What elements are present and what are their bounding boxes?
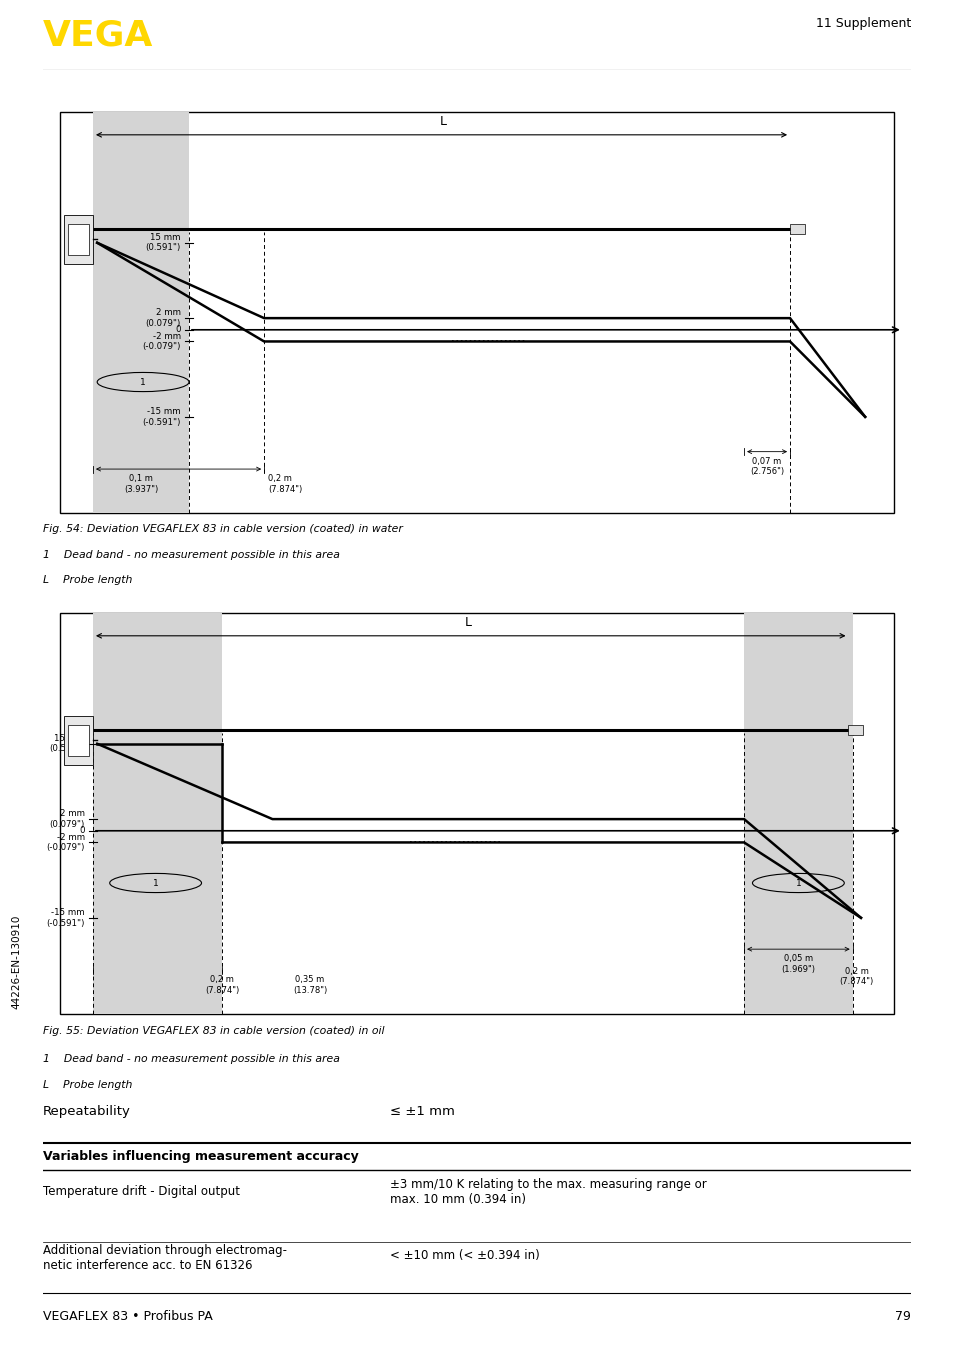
Text: 0: 0	[175, 325, 180, 334]
Bar	[743, 613, 852, 1014]
Text: Variables influencing measurement accuracy: Variables influencing measurement accura…	[43, 1150, 358, 1163]
Text: -15 mm
(-0.591"): -15 mm (-0.591")	[142, 408, 180, 427]
Text: ±3 mm/10 K relating to the max. measuring range or
max. 10 mm (0.394 in): ±3 mm/10 K relating to the max. measurin…	[390, 1178, 706, 1205]
Bar	[68, 223, 89, 255]
Text: ≤ ±1 mm: ≤ ±1 mm	[390, 1105, 455, 1118]
Text: 11 Supplement: 11 Supplement	[815, 16, 910, 30]
Text: 1    Dead band - no measurement possible in this area: 1 Dead band - no measurement possible in…	[43, 550, 339, 561]
Text: 79: 79	[894, 1309, 910, 1323]
Text: 0,2 m
(7.874"): 0,2 m (7.874")	[205, 975, 239, 995]
Bar	[847, 724, 862, 735]
Text: 0,07 m
(2.756"): 0,07 m (2.756")	[749, 456, 783, 477]
Text: VEGAFLEX 83 • Profibus PA: VEGAFLEX 83 • Profibus PA	[43, 1309, 213, 1323]
Text: Fig. 55: Deviation VEGAFLEX 83 in cable version (coated) in oil: Fig. 55: Deviation VEGAFLEX 83 in cable …	[43, 1026, 384, 1036]
Text: L    Probe length: L Probe length	[43, 575, 132, 585]
Text: 1    Dead band - no measurement possible in this area: 1 Dead band - no measurement possible in…	[43, 1053, 339, 1064]
Bar	[64, 716, 92, 765]
Bar	[789, 223, 804, 234]
Text: L    Probe length: L Probe length	[43, 1080, 132, 1090]
Text: 0,05 m
(1.969"): 0,05 m (1.969")	[781, 955, 815, 974]
Text: 0: 0	[79, 826, 85, 835]
Text: 1: 1	[140, 378, 146, 386]
Bar	[92, 613, 222, 1014]
Text: Additional deviation through electromag-
netic interference acc. to EN 61326: Additional deviation through electromag-…	[43, 1244, 287, 1271]
Text: 0,2 m
(7.874"): 0,2 m (7.874")	[268, 474, 302, 494]
Bar	[92, 112, 189, 513]
Text: 1: 1	[152, 879, 158, 887]
Text: Temperature drift - Digital output: Temperature drift - Digital output	[43, 1185, 239, 1198]
Text: 2 mm
(0.079"): 2 mm (0.079")	[50, 810, 85, 829]
Bar	[64, 215, 92, 264]
Text: VEGA: VEGA	[43, 18, 153, 53]
Text: 0,2 m
(7.874"): 0,2 m (7.874")	[839, 967, 873, 986]
Text: 15 mm
(0.591"): 15 mm (0.591")	[145, 233, 180, 252]
Bar	[68, 724, 89, 756]
Text: -2 mm
(-0.079"): -2 mm (-0.079")	[47, 833, 85, 852]
Text: 2 mm
(0.079"): 2 mm (0.079")	[145, 309, 180, 328]
Text: 0,1 m
(3.937"): 0,1 m (3.937")	[124, 474, 158, 494]
Text: < ±10 mm (< ±0.394 in): < ±10 mm (< ±0.394 in)	[390, 1248, 539, 1262]
Text: -15 mm
(-0.591"): -15 mm (-0.591")	[47, 909, 85, 927]
Text: Repeatability: Repeatability	[43, 1105, 131, 1118]
Text: Fig. 54: Deviation VEGAFLEX 83 in cable version (coated) in water: Fig. 54: Deviation VEGAFLEX 83 in cable …	[43, 524, 402, 533]
Text: 0,35 m
(13.78"): 0,35 m (13.78")	[293, 975, 327, 995]
Text: 1: 1	[795, 879, 801, 887]
Text: 44226-EN-130910: 44226-EN-130910	[11, 914, 22, 1009]
Text: L: L	[439, 115, 447, 127]
Text: L: L	[465, 616, 472, 628]
Text: 15 mm
(0.591"): 15 mm (0.591")	[50, 734, 85, 753]
Text: -2 mm
(-0.079"): -2 mm (-0.079")	[142, 332, 180, 351]
